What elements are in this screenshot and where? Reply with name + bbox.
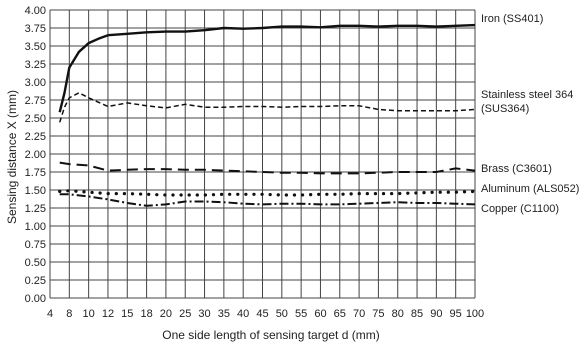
x-tick-label: 85 — [411, 308, 423, 320]
y-axis-ticks: 0.00 0.25 0.50 0.75 1.00 1.25 1.50 1.75 2.00 2.25… — [25, 5, 46, 305]
series-label-1: Stainless steel 364 — [481, 89, 573, 101]
x-tick-label: 95 — [450, 308, 462, 320]
y-tick-label: 3.00 — [25, 77, 46, 89]
x-tick-label: 12 — [102, 308, 114, 320]
x-tick-label: 40 — [237, 308, 249, 320]
x-tick-label: 60 — [314, 308, 326, 320]
x-tick-label: 20 — [160, 308, 172, 320]
x-tick-label: 4 — [47, 308, 53, 320]
x-tick-label: 25 — [179, 308, 191, 320]
y-tick-label: 1.75 — [25, 167, 46, 179]
y-tick-label: 1.25 — [25, 203, 46, 215]
x-tick-label: 45 — [256, 308, 268, 320]
series-line-2 — [59, 161, 476, 175]
x-tick-label: 100 — [466, 308, 484, 320]
y-tick-label: 2.75 — [25, 95, 46, 107]
x-tick-label: 75 — [372, 308, 384, 320]
y-tick-label: 1.00 — [25, 221, 46, 233]
x-tick-label: 70 — [353, 308, 365, 320]
x-tick-label: 35 — [218, 308, 230, 320]
series-label-3: Aluminum (ALS052) — [481, 183, 579, 195]
y-axis-title: Sensing distance X (mm) — [5, 90, 19, 224]
y-tick-label: 3.25 — [25, 59, 46, 71]
y-tick-label: 0.75 — [25, 239, 46, 251]
series-lines — [58, 23, 477, 207]
y-tick-label: 0.00 — [25, 293, 46, 305]
x-tick-label: 80 — [392, 308, 404, 320]
y-tick-label: 2.25 — [25, 131, 46, 143]
x-tick-label: 10 — [83, 308, 95, 320]
y-tick-label: 2.00 — [25, 149, 46, 161]
series-line-3 — [58, 189, 477, 197]
series-label-1: (SUS364) — [481, 103, 529, 115]
series-label-0: Iron (SS401) — [481, 13, 543, 25]
y-tick-label: 0.25 — [25, 275, 46, 287]
x-axis-title: One side length of sensing target d (mm) — [162, 328, 379, 342]
x-tick-label: 15 — [121, 308, 133, 320]
series-label-4: Copper (C1100) — [481, 203, 559, 215]
x-tick-label: 50 — [276, 308, 288, 320]
y-tick-label: 0.50 — [25, 257, 46, 269]
x-tick-label: 30 — [198, 308, 210, 320]
series-line-0 — [58, 23, 476, 113]
x-tick-label: 65 — [334, 308, 346, 320]
x-tick-label: 90 — [430, 308, 442, 320]
series-line-1 — [58, 92, 476, 123]
x-tick-label: 8 — [66, 308, 72, 320]
y-tick-label: 4.00 — [25, 5, 46, 17]
y-tick-label: 3.75 — [25, 23, 46, 35]
series-labels: Iron (SS401) Stainless steel 364 (SUS364) B… — [481, 13, 579, 215]
chart-grid — [49, 9, 476, 299]
series-label-2: Brass (C3601) — [481, 163, 552, 175]
series-line-4 — [59, 193, 476, 207]
y-tick-label: 3.50 — [25, 41, 46, 53]
y-tick-label: 2.50 — [25, 113, 46, 125]
x-axis-ticks: 4 8 10 12 15 18 20 25 30 35 40 45 50 55 60 65 70 75 80 85 90… — [47, 308, 484, 320]
x-tick-label: 55 — [295, 308, 307, 320]
y-tick-label: 1.50 — [25, 185, 46, 197]
x-tick-label: 18 — [140, 308, 152, 320]
